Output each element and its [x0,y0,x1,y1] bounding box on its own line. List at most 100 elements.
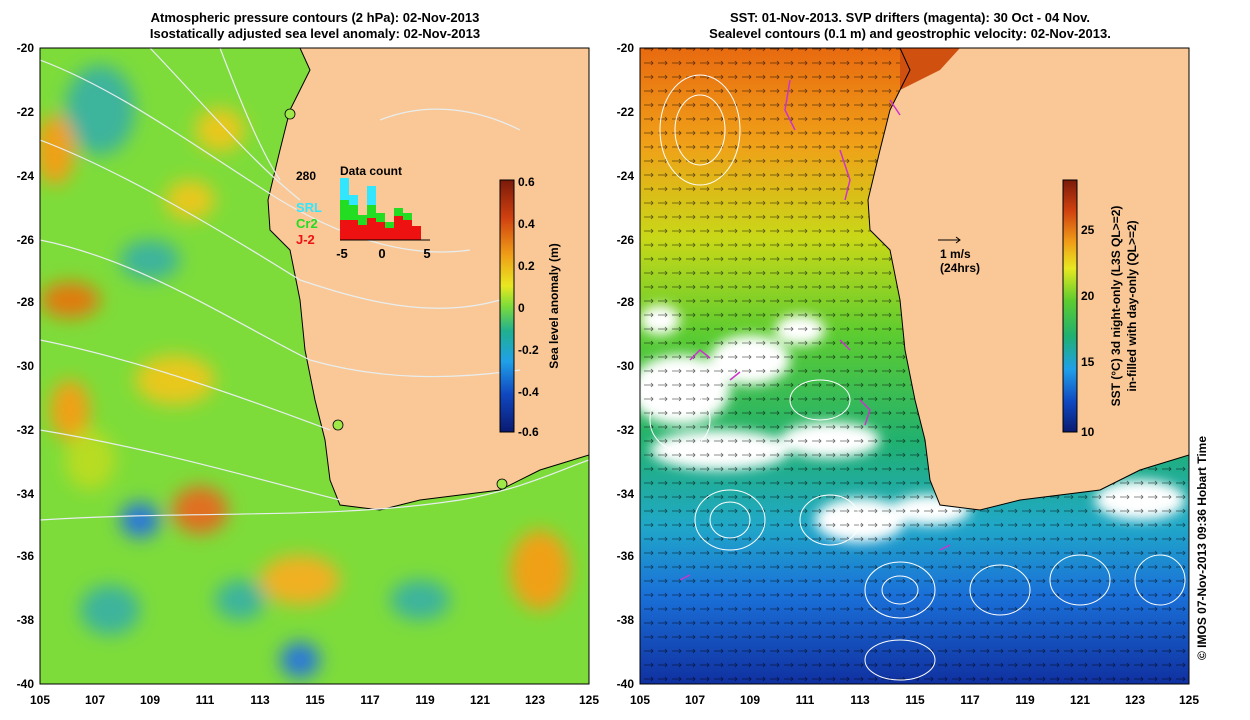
x-tick: 125 [1179,693,1199,707]
x-tick: 109 [140,693,160,707]
legend-cr2: Cr2 [296,216,318,231]
x-tick: 115 [305,693,325,707]
hist-bar [385,228,394,240]
sealevel-contours [649,74,1186,681]
y-tick: -30 [17,359,35,373]
y-tick: -28 [17,295,35,309]
inset-title: Data count [340,164,402,178]
hist-bar [376,213,385,222]
cbar-tick: 20 [1081,289,1095,303]
y-tick: -38 [617,613,635,627]
hist-bar [412,226,421,240]
sla-colorbar [499,179,515,433]
credit-text: © IMOS 07-Nov-2013 09:36 Hobart Time [1195,436,1209,660]
x-tick: 119 [415,693,435,707]
hist-bar [385,222,394,228]
cbar-tick: 0 [518,301,525,315]
hist-bar [394,216,403,240]
svp-drifter-tracks [679,79,951,581]
x-tick: 113 [850,693,870,707]
x-tick: 111 [196,693,215,707]
cbar-tick: -0.6 [518,425,539,439]
cbar-tick: 0.2 [518,259,535,273]
right-landmass [868,48,1189,510]
y-tick: -30 [617,359,635,373]
x-tick: 109 [740,693,760,707]
y-tick: -38 [17,613,35,627]
left-y-axis: -20 -22 -24 -26 -28 -30 -32 -34 -36 -38 … [17,41,35,691]
x-tick: 117 [960,693,980,707]
legend-srl: SRL [296,200,322,215]
cbar-tick: -0.4 [518,385,539,399]
cbar-tick: 0.6 [518,175,535,189]
station-marker [332,419,344,431]
station-marker [496,478,508,490]
scale-arrow-icon [938,236,961,244]
y-tick: -20 [17,41,35,55]
right-coastline [867,48,1189,511]
right-map-frame [639,47,1190,685]
x-tick: 123 [1125,693,1145,707]
y-tick: -26 [617,233,635,247]
pressure-contours [40,48,589,521]
cbar-tick: 25 [1081,223,1095,237]
sst-colorbar-ticks: 25 20 15 10 [1081,223,1095,439]
hist-bar [349,205,358,220]
cbar-tick: 15 [1081,355,1095,369]
hist-bar [367,205,376,218]
sla-colorbar-ticks: 0.6 0.4 0.2 0 -0.2 -0.4 -0.6 [518,175,539,439]
x-tick: 113 [250,693,270,707]
hist-bar [358,225,367,240]
hist-bar [340,178,349,200]
sla-colorbar-label: Sea level anomaly (m) [547,243,561,368]
left-title-line1: Atmospheric pressure contours (2 hPa): 0… [150,10,480,25]
y-tick: -32 [617,423,635,437]
scale-sublabel: (24hrs) [940,261,980,275]
hist-bar [394,208,403,216]
y-tick: -20 [617,41,635,55]
y-tick: -36 [617,549,635,563]
x-tick: 107 [85,693,105,707]
x-tick: 105 [630,693,650,707]
inset-x-tick: -5 [336,246,348,261]
y-tick: -34 [17,487,35,501]
left-title: Atmospheric pressure contours (2 hPa): 0… [40,10,590,42]
right-title: SST: 01-Nov-2013. SVP drifters (magenta)… [630,10,1190,42]
y-tick: -40 [617,677,635,691]
y-tick: -34 [617,487,635,501]
hist-bar [349,195,358,205]
left-title-line2: Isostatically adjusted sea level anomaly… [149,26,481,41]
legend-j2: J-2 [296,232,315,247]
left-map: -20 -22 -24 -26 -28 -30 -32 -34 -36 -38 … [17,41,600,707]
cbar-tick: 0.4 [518,217,535,231]
x-tick: 107 [685,693,705,707]
left-map-frame [39,47,590,685]
y-tick: -40 [17,677,35,691]
x-tick: 119 [1015,693,1035,707]
right-title-line2: Sealevel contours (0.1 m) and geostrophi… [709,26,1111,41]
y-tick: -22 [17,105,35,119]
y-tick: -24 [17,169,35,183]
right-title-line1: SST: 01-Nov-2013. SVP drifters (magenta)… [729,10,1091,25]
warm-coastal-patch [900,48,960,90]
right-y-axis: -20 -22 -24 -26 -28 -30 -32 -34 -36 -38 … [617,41,635,691]
cbar-tick: -0.2 [518,343,539,357]
station-marker [284,108,296,120]
x-tick: 121 [1070,693,1090,707]
x-tick: 125 [579,693,599,707]
scale-label: 1 m/s [940,247,971,261]
hist-bar [403,220,412,240]
inset-x-tick: 0 [378,246,385,261]
hist-bar [403,213,412,220]
x-tick: 105 [30,693,50,707]
data-count-inset: 280 Data count SRL Cr2 J-2 -5 0 5 [296,164,431,261]
inset-x-tick: 5 [423,246,430,261]
y-tick: -32 [17,423,35,437]
velocity-scale: 1 m/s (24hrs) [938,236,980,275]
hist-bar [340,220,349,240]
hist-bar [367,186,376,205]
sst-colorbar-label-2: in-filled with day-only (QL>=2) [1125,220,1139,391]
inset-max-label: 280 [296,169,316,183]
hist-bar [376,222,385,240]
hist-bar [367,218,376,240]
